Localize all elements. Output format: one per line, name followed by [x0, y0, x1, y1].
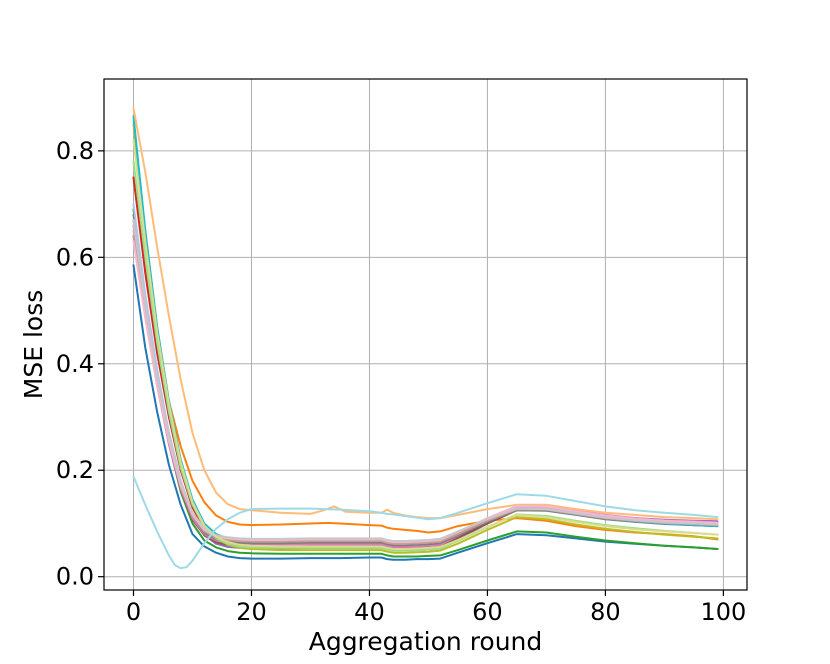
- series-line-1: [132, 264, 719, 561]
- y-tick-label: 0.0: [56, 563, 94, 591]
- x-axis-label: Aggregation round: [309, 627, 543, 656]
- series-line-19: [132, 139, 719, 550]
- series-line-4: [132, 176, 719, 548]
- x-tick-label: 0: [126, 598, 141, 626]
- x-tick-label: 40: [354, 598, 385, 626]
- y-gridlines: [104, 150, 747, 578]
- x-gridlines: [132, 79, 724, 590]
- series-line-12: [132, 107, 719, 521]
- series-line-11: [132, 203, 719, 544]
- series-line-10: [132, 115, 719, 544]
- y-tick-label: 0.4: [56, 350, 94, 378]
- series-group: [132, 107, 719, 570]
- series-line-2: [132, 176, 719, 541]
- series-line-13: [132, 160, 719, 552]
- series-line-15: [132, 224, 719, 545]
- y-tick-label: 0.6: [56, 243, 94, 271]
- y-tick-label: 0.8: [56, 137, 94, 165]
- x-axis-ticks: 0 20 40 60 80 100: [126, 590, 746, 626]
- x-tick-label: 20: [236, 598, 267, 626]
- y-axis-ticks: 0.0 0.2 0.4 0.6 0.8: [56, 137, 104, 591]
- plot-frame: [103, 78, 748, 591]
- series-line-8: [132, 213, 719, 547]
- series-line-18: [132, 219, 719, 542]
- x-tick-label: 60: [472, 598, 503, 626]
- x-tick-label: 80: [590, 598, 621, 626]
- y-axis-label: MSE loss: [19, 290, 48, 399]
- series-line-5: [132, 219, 719, 552]
- series-line-3: [132, 208, 719, 558]
- series-line-7: [132, 235, 719, 548]
- x-tick-label: 100: [700, 598, 746, 626]
- series-line-9: [132, 123, 719, 554]
- series-line-20: [132, 475, 719, 570]
- y-tick-label: 0.2: [56, 456, 94, 484]
- series-line-6: [132, 224, 719, 550]
